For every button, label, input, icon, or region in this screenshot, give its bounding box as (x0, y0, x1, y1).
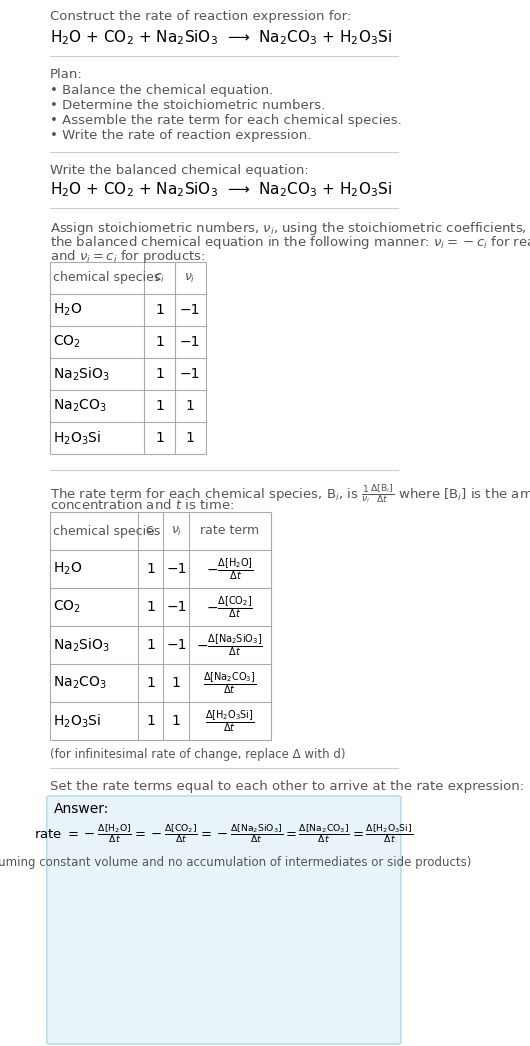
Text: $c_i$: $c_i$ (154, 272, 165, 285)
Text: −1: −1 (166, 638, 187, 652)
Text: CO$_2$: CO$_2$ (53, 598, 81, 615)
Text: chemical species: chemical species (53, 272, 160, 285)
Text: $-\frac{\Delta[\mathrm{H_2O}]}{\Delta t}$: $-\frac{\Delta[\mathrm{H_2O}]}{\Delta t}… (206, 556, 254, 582)
Text: $-\frac{\Delta[\mathrm{CO_2}]}{\Delta t}$: $-\frac{\Delta[\mathrm{CO_2}]}{\Delta t}… (207, 594, 253, 620)
Text: H$_2$O + CO$_2$ + Na$_2$SiO$_3$  ⟶  Na$_2$CO$_3$ + H$_2$O$_3$Si: H$_2$O + CO$_2$ + Na$_2$SiO$_3$ ⟶ Na$_2$… (49, 180, 392, 199)
Bar (49, 511, 271, 740)
Text: • Determine the stoichiometric numbers.: • Determine the stoichiometric numbers. (49, 99, 325, 112)
Text: Na$_2$SiO$_3$: Na$_2$SiO$_3$ (53, 636, 110, 654)
Text: Na$_2$SiO$_3$: Na$_2$SiO$_3$ (53, 365, 110, 383)
Text: (for infinitesimal rate of change, replace Δ with d): (for infinitesimal rate of change, repla… (49, 748, 345, 761)
Text: H$_2$O: H$_2$O (53, 302, 82, 318)
Text: chemical species: chemical species (53, 524, 160, 538)
Text: Write the balanced chemical equation:: Write the balanced chemical equation: (49, 164, 308, 177)
Text: 1: 1 (172, 714, 181, 728)
Text: 1: 1 (155, 431, 164, 445)
Text: • Balance the chemical equation.: • Balance the chemical equation. (49, 84, 273, 97)
Text: $c_i$: $c_i$ (145, 524, 156, 538)
Text: 1: 1 (155, 335, 164, 349)
Text: 1: 1 (155, 303, 164, 317)
Text: H$_2$O$_3$Si: H$_2$O$_3$Si (53, 429, 101, 447)
Text: CO$_2$: CO$_2$ (53, 334, 81, 350)
Text: −1: −1 (166, 562, 187, 576)
FancyBboxPatch shape (47, 796, 401, 1044)
Text: 1: 1 (172, 676, 181, 690)
Text: −1: −1 (166, 600, 187, 614)
Text: Plan:: Plan: (49, 68, 82, 81)
Text: 1: 1 (186, 399, 195, 413)
Text: Na$_2$CO$_3$: Na$_2$CO$_3$ (53, 397, 107, 414)
Text: 1: 1 (155, 367, 164, 381)
Text: −1: −1 (180, 367, 200, 381)
Text: 1: 1 (146, 600, 155, 614)
Text: $\frac{\Delta[\mathrm{H_2O_3Si}]}{\Delta t}$: $\frac{\Delta[\mathrm{H_2O_3Si}]}{\Delta… (205, 708, 254, 734)
Text: the balanced chemical equation in the following manner: $\nu_i = -c_i$ for react: the balanced chemical equation in the fo… (49, 234, 530, 251)
Text: 1: 1 (146, 562, 155, 576)
Text: rate $= -\frac{\Delta[\mathrm{H_2O}]}{\Delta t} = -\frac{\Delta[\mathrm{CO_2}]}{: rate $= -\frac{\Delta[\mathrm{H_2O}]}{\D… (33, 822, 413, 845)
Text: $\nu_i$: $\nu_i$ (184, 272, 196, 285)
Text: The rate term for each chemical species, B$_i$, is $\frac{1}{\nu_i}\frac{\Delta[: The rate term for each chemical species,… (49, 482, 530, 505)
Text: Na$_2$CO$_3$: Na$_2$CO$_3$ (53, 675, 107, 691)
Text: 1: 1 (155, 399, 164, 413)
Text: Answer:: Answer: (54, 802, 109, 816)
Text: H$_2$O$_3$Si: H$_2$O$_3$Si (53, 712, 101, 730)
Text: rate term: rate term (200, 524, 260, 538)
Bar (49, 262, 206, 454)
Text: H$_2$O + CO$_2$ + Na$_2$SiO$_3$  ⟶  Na$_2$CO$_3$ + H$_2$O$_3$Si: H$_2$O + CO$_2$ + Na$_2$SiO$_3$ ⟶ Na$_2$… (49, 28, 392, 47)
Text: Assign stoichiometric numbers, $\nu_i$, using the stoichiometric coefficients, $: Assign stoichiometric numbers, $\nu_i$, … (49, 220, 530, 237)
Text: 1: 1 (186, 431, 195, 445)
Text: 1: 1 (146, 638, 155, 652)
Text: H$_2$O: H$_2$O (53, 561, 82, 577)
Text: −1: −1 (180, 335, 200, 349)
Text: $\nu_i$: $\nu_i$ (171, 524, 182, 538)
Text: 1: 1 (146, 714, 155, 728)
Text: Construct the rate of reaction expression for:: Construct the rate of reaction expressio… (49, 10, 351, 23)
Text: $\frac{\Delta[\mathrm{Na_2CO_3}]}{\Delta t}$: $\frac{\Delta[\mathrm{Na_2CO_3}]}{\Delta… (204, 670, 257, 696)
Text: −1: −1 (180, 303, 200, 317)
Text: 1: 1 (146, 676, 155, 690)
Text: $-\frac{\Delta[\mathrm{Na_2SiO_3}]}{\Delta t}$: $-\frac{\Delta[\mathrm{Na_2SiO_3}]}{\Del… (197, 632, 263, 658)
Text: and $\nu_i = c_i$ for products:: and $\nu_i = c_i$ for products: (49, 248, 205, 265)
Text: (assuming constant volume and no accumulation of intermediates or side products): (assuming constant volume and no accumul… (0, 856, 472, 869)
Text: • Assemble the rate term for each chemical species.: • Assemble the rate term for each chemic… (49, 114, 401, 127)
Text: • Write the rate of reaction expression.: • Write the rate of reaction expression. (49, 129, 311, 142)
Text: Set the rate terms equal to each other to arrive at the rate expression:: Set the rate terms equal to each other t… (49, 780, 524, 793)
Text: concentration and $t$ is time:: concentration and $t$ is time: (49, 498, 234, 511)
